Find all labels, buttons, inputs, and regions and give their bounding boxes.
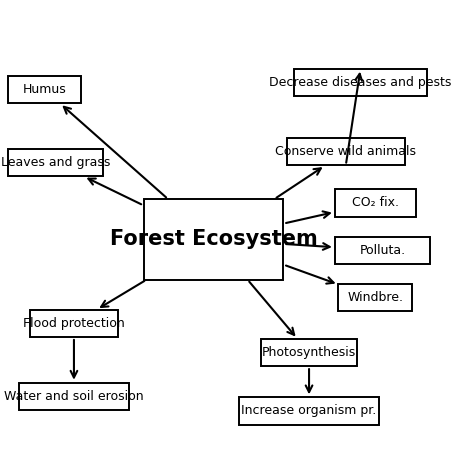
FancyBboxPatch shape (144, 199, 283, 280)
Text: CO₂ fix.: CO₂ fix. (352, 196, 399, 210)
Text: Photosynthesis: Photosynthesis (262, 346, 356, 359)
Text: Windbre.: Windbre. (347, 291, 403, 304)
FancyBboxPatch shape (30, 310, 118, 337)
FancyBboxPatch shape (8, 76, 82, 103)
Text: Flood protection: Flood protection (23, 317, 125, 330)
Text: Humus: Humus (23, 83, 66, 96)
FancyBboxPatch shape (335, 189, 416, 217)
FancyBboxPatch shape (287, 138, 405, 165)
Text: Leaves and grass: Leaves and grass (1, 156, 110, 169)
FancyBboxPatch shape (261, 339, 357, 366)
FancyBboxPatch shape (19, 383, 129, 410)
Text: Increase organism pr.: Increase organism pr. (241, 404, 377, 418)
Text: Polluta.: Polluta. (359, 244, 406, 257)
FancyBboxPatch shape (294, 69, 427, 96)
FancyBboxPatch shape (239, 397, 379, 425)
FancyBboxPatch shape (335, 237, 430, 264)
Text: Forest Ecosystem: Forest Ecosystem (109, 229, 318, 249)
Text: Conserve wild animals: Conserve wild animals (275, 145, 416, 158)
FancyBboxPatch shape (338, 284, 412, 311)
Text: Water and soil erosion: Water and soil erosion (4, 390, 144, 403)
FancyBboxPatch shape (8, 149, 103, 176)
Text: Decrease diseases and pests: Decrease diseases and pests (269, 76, 452, 89)
